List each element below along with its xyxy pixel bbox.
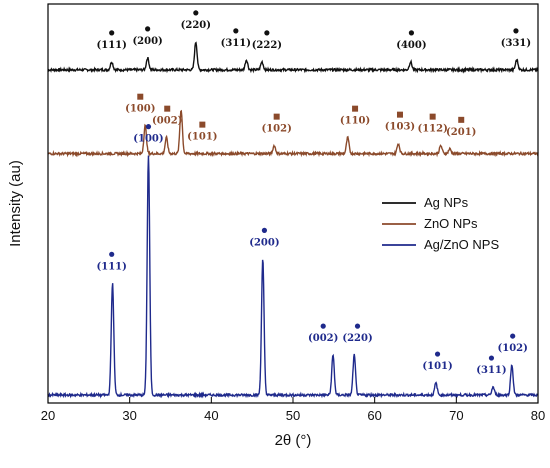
peak-marker-dot [261, 227, 268, 233]
legend-label-zno-nps: ZnO NPs [424, 216, 478, 231]
peak-label: (002) [308, 333, 338, 344]
x-tick-label: 30 [122, 408, 136, 423]
x-tick-label: 40 [204, 408, 218, 423]
peak-marker-square [396, 111, 403, 118]
peak-label: (112) [417, 124, 447, 135]
series-layer [47, 41, 539, 399]
peak-label: (311) [221, 38, 251, 49]
peak-marker-dot [145, 26, 151, 32]
peak-label: (311) [476, 365, 506, 376]
x-axis-title: 2θ (°) [275, 432, 312, 449]
x-tick-label: 20 [41, 408, 55, 423]
peak-label: (200) [132, 36, 162, 47]
peak-marker-dot [320, 323, 326, 329]
peak-label: (100) [133, 134, 163, 145]
peak-label: (111) [97, 40, 127, 51]
peak-label: (002) [152, 116, 182, 127]
peak-marker-square [137, 93, 144, 100]
peak-label: (102) [498, 343, 528, 354]
peak-marker-square [273, 113, 280, 120]
peak-marker-dot [264, 30, 270, 36]
series-line-ag-zno-nps [47, 155, 539, 399]
series-line-zno-nps [47, 109, 539, 158]
peak-marker-dot [434, 351, 441, 357]
peak-label: (101) [187, 132, 217, 143]
peak-label: (331) [501, 38, 531, 49]
peak-label: (200) [249, 237, 279, 248]
peak-marker-dot [109, 251, 115, 257]
peak-marker-dot [109, 30, 115, 36]
peak-label: (111) [97, 261, 127, 272]
peak-label: (400) [396, 40, 426, 51]
x-tick-label: 70 [449, 408, 463, 423]
peak-marker-dot [408, 30, 415, 36]
peak-marker-dot [510, 333, 516, 339]
legend: Ag NPs ZnO NPs Ag/ZnO NPS [382, 195, 499, 252]
peak-marker-dot [145, 124, 152, 130]
x-tick-label: 50 [286, 408, 300, 423]
peak-marker-dot [513, 28, 519, 34]
peak-label: (220) [181, 20, 211, 31]
legend-label-ag-zno-nps: Ag/ZnO NPS [424, 237, 499, 252]
peak-label: (220) [342, 333, 372, 344]
peak-marker-dot [193, 10, 199, 16]
series-line-ag-nps [47, 41, 539, 74]
peak-labels-layer: (111) (200)(220)(311) (222) (400) (331)(100)… [97, 10, 531, 376]
peak-label: (110) [340, 116, 370, 127]
y-axis-title: Intensity (au) [7, 160, 24, 247]
peak-label: (222) [252, 40, 282, 51]
peak-marker-square [429, 113, 436, 120]
peak-marker-square [199, 121, 206, 128]
peak-label: (102) [261, 124, 291, 135]
peak-label: (201) [446, 127, 476, 138]
x-tick-label: 60 [367, 408, 381, 423]
x-tick-label: 80 [531, 408, 545, 423]
peak-marker-dot [488, 355, 495, 361]
peak-label: (100) [125, 104, 155, 115]
axes: 20 30 40 50 60 70 80 [41, 3, 545, 423]
peak-marker-square [458, 116, 465, 123]
peak-marker-square [352, 105, 359, 112]
peak-marker-dot [233, 28, 239, 34]
peak-marker-square [164, 105, 171, 112]
legend-label-ag-nps: Ag NPs [424, 195, 469, 210]
peak-label: (103) [385, 122, 415, 133]
peak-label: (101) [422, 361, 452, 372]
peak-marker-dot [354, 323, 361, 329]
